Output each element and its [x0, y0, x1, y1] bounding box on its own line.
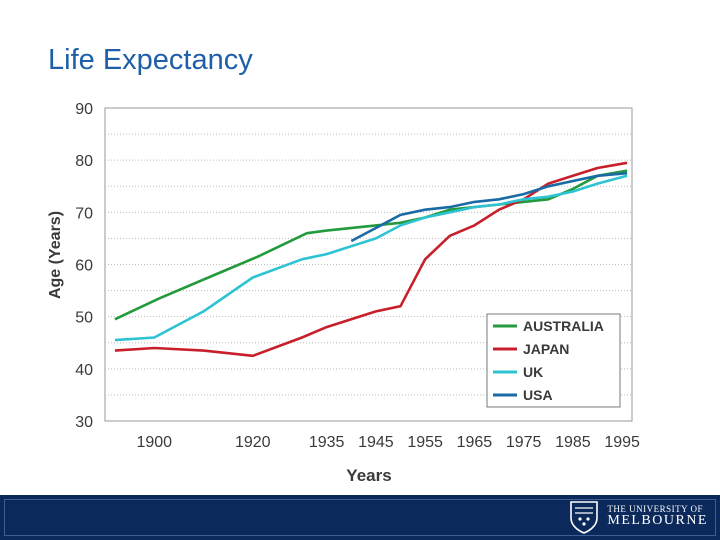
x-tick-label: 1965: [457, 434, 493, 451]
crest-icon: [570, 501, 599, 534]
series-line-usa: [350, 171, 628, 243]
series-line-japan: [114, 161, 628, 358]
x-tick-label: 1995: [604, 434, 640, 451]
y-tick-label: 70: [75, 205, 93, 222]
y-tick-label: 90: [75, 101, 93, 118]
y-tick-label: 30: [75, 414, 93, 431]
footer-bar: THE UNIVERSITY OF MELBOURNE: [0, 495, 720, 540]
x-tick-label: 1920: [235, 434, 271, 451]
x-axis-label: Years: [346, 466, 391, 485]
logo-line1: THE UNIVERSITY OF: [607, 503, 704, 514]
legend-label-australia: AUSTRALIA: [523, 318, 604, 334]
y-tick-label: 50: [75, 310, 93, 327]
logo-text: THE UNIVERSITY OF MELBOURNE: [607, 503, 708, 529]
legend-label-usa: USA: [523, 387, 553, 403]
series-layer: [114, 161, 628, 358]
legend-label-japan: JAPAN: [523, 341, 569, 357]
x-tick-label: 1955: [407, 434, 443, 451]
y-tick-label: 40: [75, 362, 93, 379]
y-tick-label: 80: [75, 153, 93, 170]
legend: AUSTRALIA JAPAN UK USA: [486, 313, 621, 408]
series-line-uk: [114, 174, 628, 342]
axes-layer: 30 40 50 60 70 80 90 1900 1920 1935 1945 1955 1965 19…: [75, 101, 640, 451]
y-axis-label: Age (Years): [47, 211, 64, 299]
university-logo[interactable]: THE UNIVERSITY OF MELBOURNE: [569, 499, 708, 535]
x-tick-label: 1945: [358, 434, 394, 451]
logo-line2: MELBOURNE: [607, 513, 708, 529]
x-tick-label: 1975: [506, 434, 542, 451]
x-tick-label: 1900: [136, 434, 172, 451]
x-tick-label: 1985: [555, 434, 591, 451]
footer-frame: [4, 499, 716, 536]
legend-box: [486, 313, 621, 408]
slide-title: Life Expectancy: [48, 44, 253, 76]
x-tick-label: 1935: [309, 434, 345, 451]
legend-label-uk: UK: [523, 364, 543, 380]
y-tick-label: 60: [75, 258, 93, 275]
